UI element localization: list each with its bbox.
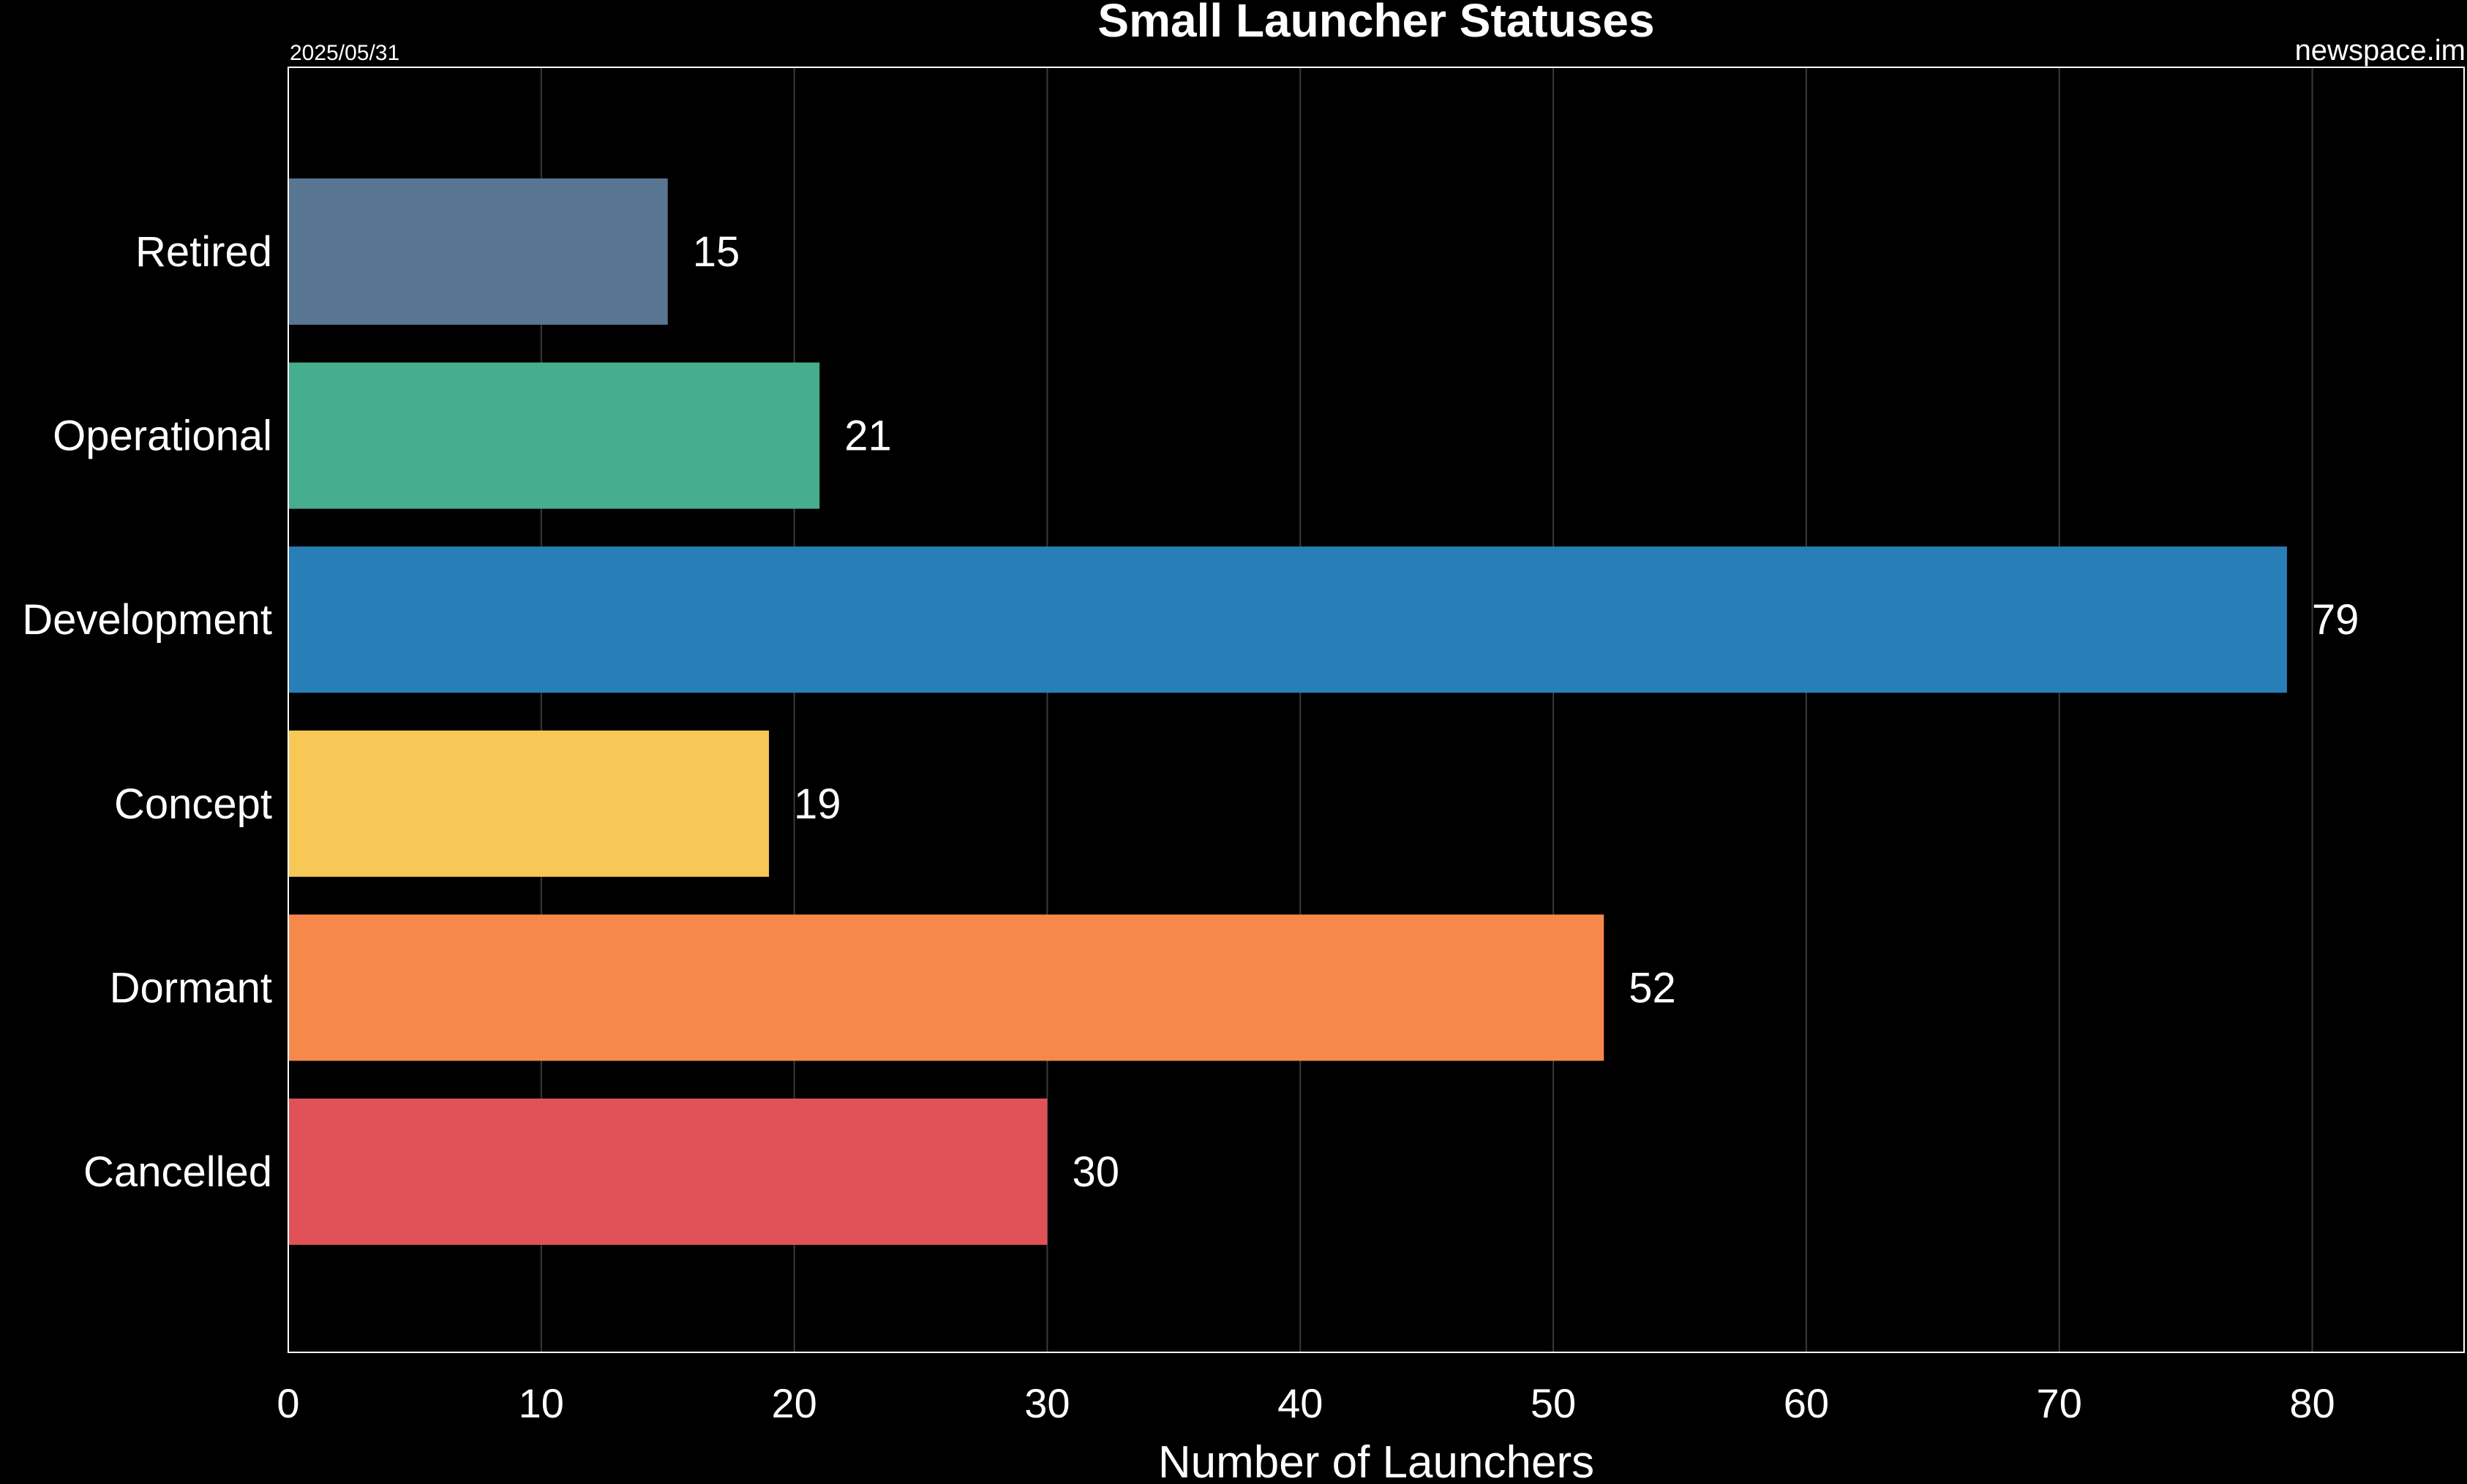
x-tick-label: 0 [277,1380,299,1426]
x-tick-label: 30 [1024,1380,1070,1426]
bars [288,178,2287,1245]
x-tick-label: 10 [519,1380,564,1426]
x-tick-label: 70 [2037,1380,2082,1426]
data-label: 21 [844,413,892,460]
data-label: 79 [2312,596,2359,644]
y-tick-label: Concept [114,780,272,828]
x-tick-label: 80 [2289,1380,2335,1426]
chart-title: Small Launcher Statuses [1097,0,1654,47]
y-tick-label: Cancelled [83,1148,272,1196]
y-tick-label: Operational [53,413,272,460]
x-tick-label: 40 [1277,1380,1323,1426]
bar-cancelled [288,1099,1048,1245]
bar-dormant [288,914,1604,1061]
bar-retired [288,178,668,325]
data-label: 52 [1629,964,1676,1012]
bar-concept [288,730,770,877]
labels: Retired 15 Operational 21 Development 79 Conce… [22,228,2359,1196]
data-label: 30 [1072,1148,1119,1196]
date-label: 2025/05/31 [290,41,399,65]
bar-operational [288,362,820,509]
plot-frame [288,67,2465,1353]
data-label: 15 [693,228,740,276]
x-tick-label: 20 [771,1380,816,1426]
y-tick-label: Development [22,596,272,644]
bar-development [288,546,2287,693]
y-tick-label: Dormant [110,964,272,1012]
x-tick-label: 50 [1531,1380,1576,1426]
x-axis-ticks: 0 10 20 30 40 50 60 70 80 [277,1380,2335,1426]
x-axis-label: Number of Launchers [1158,1437,1594,1484]
data-label: 19 [794,780,841,828]
source-label: newspace.im [2295,34,2466,67]
y-tick-label: Retired [135,228,272,276]
x-tick-label: 60 [1784,1380,1829,1426]
